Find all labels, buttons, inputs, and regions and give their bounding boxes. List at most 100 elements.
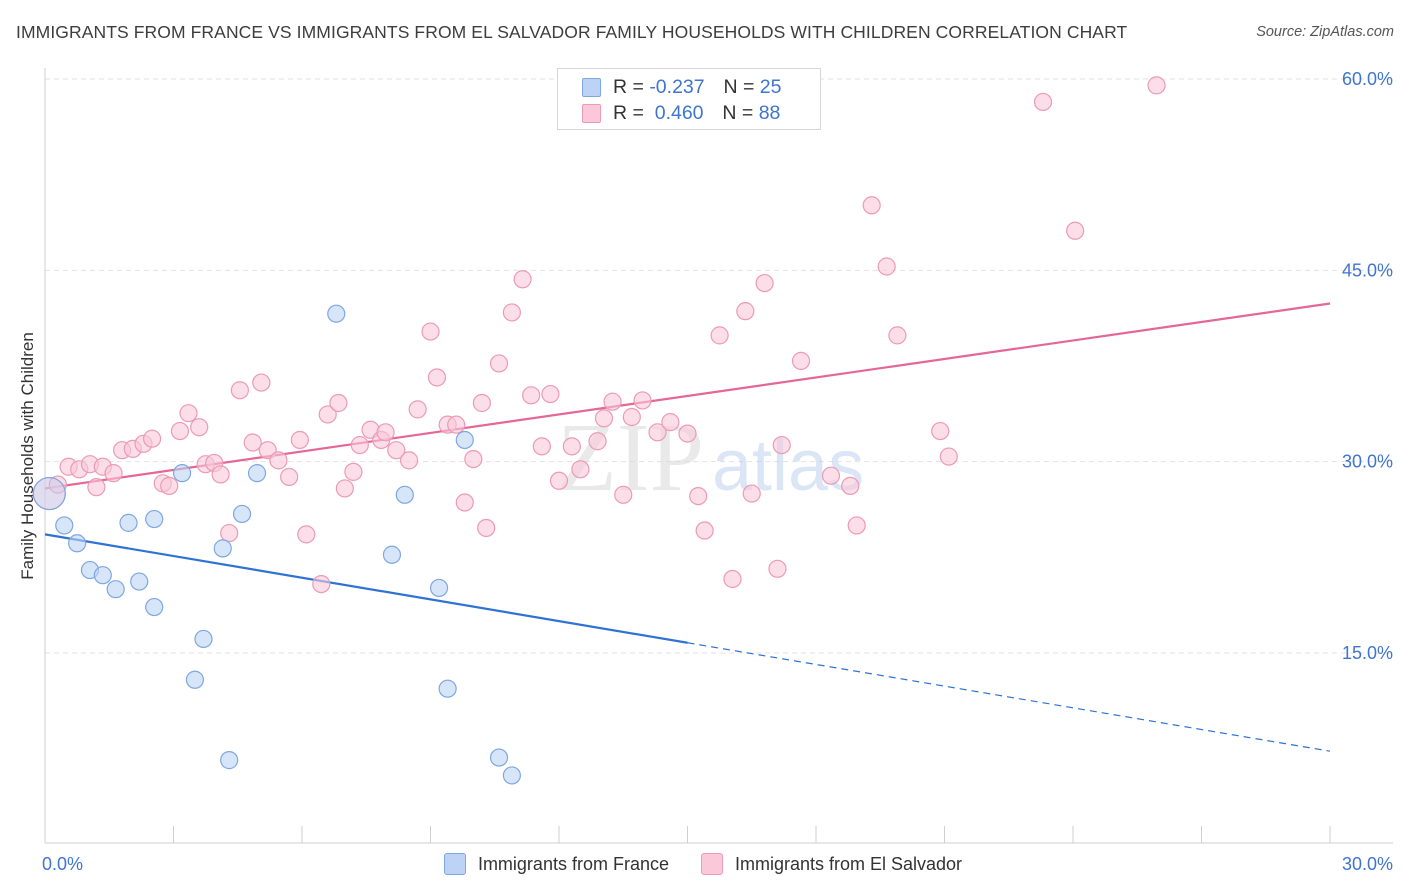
elsalvador-point (170, 421, 190, 441)
france-point (429, 578, 449, 598)
france-point (145, 509, 164, 529)
elsalvador-point (888, 326, 907, 345)
elsalvador-point (252, 373, 271, 392)
elsalvador-point (603, 392, 622, 411)
elsalvador-point (376, 423, 395, 442)
elsalvador-point (472, 393, 491, 413)
france-point (502, 766, 521, 785)
france-point (247, 464, 267, 483)
france-point (172, 464, 192, 483)
france-point (395, 485, 414, 504)
series-legend: Immigrants from France Immigrants from E… (0, 850, 1406, 878)
france-point (93, 566, 112, 585)
elsalvador-point (211, 465, 230, 484)
elsalvador-point (736, 302, 755, 321)
elsalvador-trend-line (44, 302, 1331, 490)
elsalvador-point (862, 196, 881, 215)
elsalvador-point (297, 525, 316, 544)
elsalvador-point (344, 462, 363, 481)
france-point (185, 670, 205, 689)
elsalvador-swatch (582, 103, 601, 123)
elsalvador-point (695, 521, 714, 540)
elsalvador-point (190, 418, 209, 437)
elsalvador-point (1033, 92, 1053, 112)
elsalvador-point (399, 451, 419, 470)
france-point (32, 476, 66, 511)
elsalvador-point (877, 257, 896, 276)
y-tick-label: 60.0% (1342, 69, 1393, 89)
elsalvador-point (464, 449, 483, 469)
elsalvador-point (269, 451, 288, 470)
elsalvador-point (160, 476, 179, 495)
france-n-value: 25 (759, 75, 782, 98)
elsalvador-r-label: R = (613, 101, 644, 124)
france-point (213, 539, 232, 558)
axes (44, 68, 1393, 844)
elsalvador-point (87, 478, 106, 497)
elsalvador-point (48, 475, 67, 494)
elsalvador-point (522, 386, 541, 405)
france-trend-line (44, 533, 688, 644)
y-tick-label: 30.0% (1342, 452, 1393, 472)
france-point (455, 430, 474, 450)
tick-labels: 15.0% 30.0% 45.0% 60.0% 0.0% 30.0% (42, 69, 1393, 874)
legend-elsalvador-label: Immigrants from El Salvador (734, 853, 963, 874)
elsalvador-point (710, 326, 729, 345)
elsalvador-point (408, 400, 427, 419)
france-r-value: -0.237 (649, 75, 705, 98)
france-r-label: R = (613, 75, 644, 98)
elsalvador-point (427, 368, 447, 387)
elsalvador-point (243, 433, 262, 452)
france-point (68, 534, 87, 553)
elsalvador-point (588, 432, 607, 451)
elsalvador-point (723, 569, 742, 589)
svg-text:atlas: atlas (712, 426, 864, 506)
france-point (327, 304, 346, 323)
elsalvador-point (318, 405, 337, 424)
elsalvador-point (755, 273, 774, 293)
elsalvador-point (312, 574, 331, 594)
france-trend-extension (687, 642, 1331, 752)
y-tick-label: 45.0% (1342, 260, 1393, 280)
grid-lines (45, 78, 1393, 654)
elsalvador-point (562, 437, 581, 456)
elsalvador-point (1147, 76, 1166, 95)
elsalvador-point (230, 381, 249, 400)
elsalvador-point (142, 429, 162, 448)
elsalvador-point (622, 407, 641, 427)
france-swatch (582, 77, 601, 97)
elsalvador-point (821, 466, 841, 485)
data-points (32, 76, 1166, 785)
elsalvador-n-value: 88 (758, 101, 781, 124)
elsalvador-point (847, 516, 866, 535)
legend-france-swatch (443, 853, 466, 875)
x-tick-label: 30.0% (1342, 854, 1393, 874)
elsalvador-point (549, 471, 569, 490)
elsalvador-point (768, 559, 787, 578)
chart-title: IMMIGRANTS FROM FRANCE VS IMMIGRANTS FRO… (16, 22, 1128, 42)
x-tick-label: 0.0% (42, 854, 83, 874)
legend-elsalvador-swatch (700, 853, 723, 875)
elsalvador-point (502, 303, 521, 322)
elsalvador-point (387, 441, 406, 460)
elsalvador-point (742, 484, 761, 503)
elsalvador-point (648, 423, 667, 442)
france-point (55, 516, 74, 535)
elsalvador-point (689, 486, 708, 506)
elsalvador-point (678, 424, 697, 443)
france-point (220, 751, 239, 770)
elsalvador-point (594, 409, 614, 428)
elsalvador-point (179, 404, 198, 423)
trend-lines (44, 302, 1331, 752)
elsalvador-point (220, 523, 239, 543)
elsalvador-point (350, 435, 369, 455)
elsalvador-point (477, 518, 496, 538)
elsalvador-point (614, 485, 633, 504)
y-tick-label: 15.0% (1342, 643, 1393, 663)
elsalvador-point (532, 437, 551, 456)
source-credit: Source: ZipAtlas.com (1256, 24, 1394, 40)
elsalvador-point (791, 351, 811, 370)
france-point (438, 679, 457, 698)
legend-item-elsalvador: Immigrants from El Salvador (700, 853, 963, 875)
